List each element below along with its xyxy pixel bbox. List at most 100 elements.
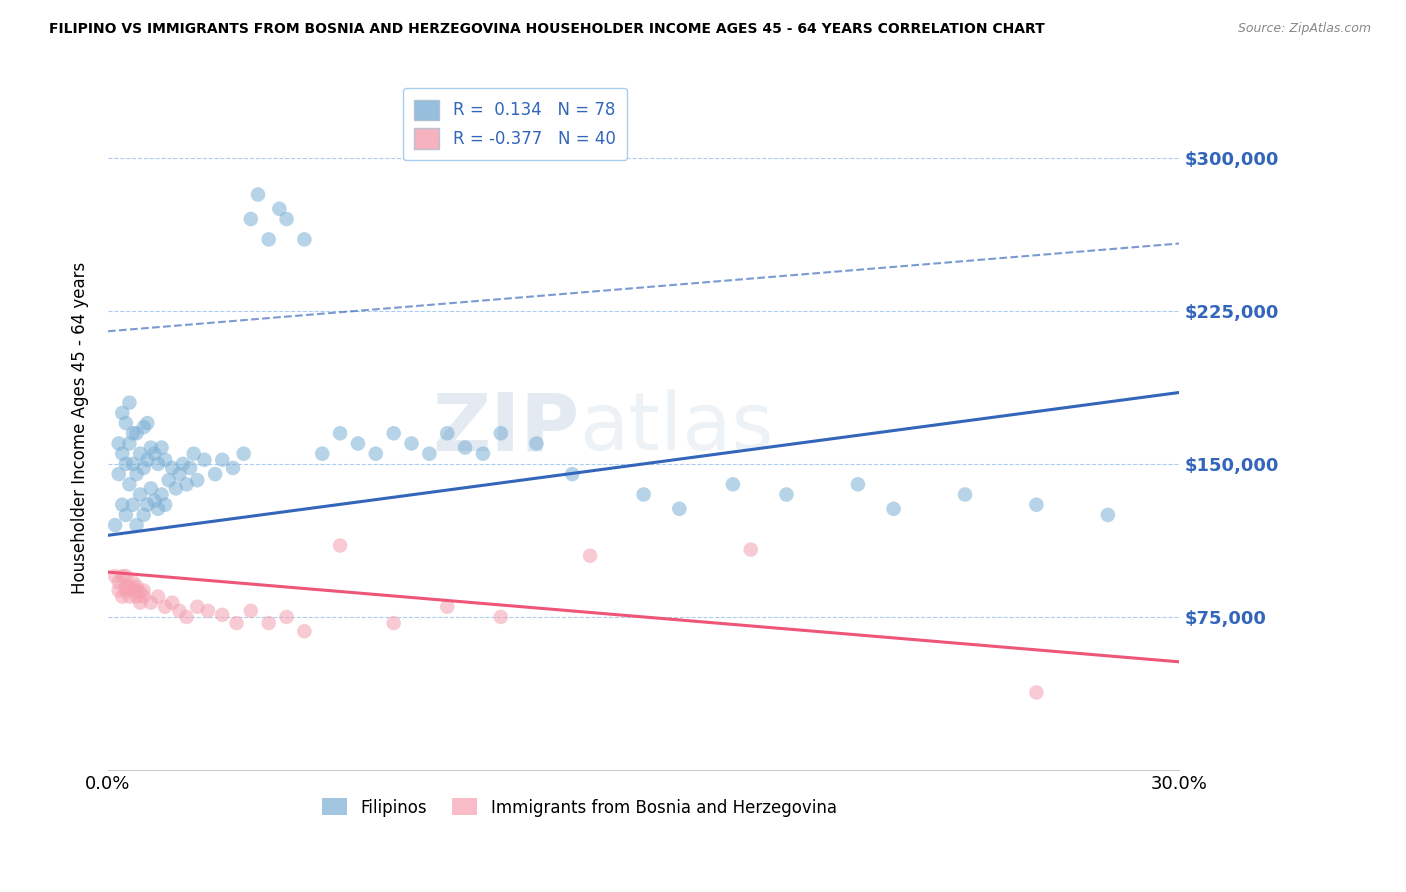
Legend: Filipinos, Immigrants from Bosnia and Herzegovina: Filipinos, Immigrants from Bosnia and He… <box>315 792 844 823</box>
Point <box>107 467 129 481</box>
Point <box>668 501 690 516</box>
Point <box>401 436 423 450</box>
Point <box>193 452 215 467</box>
Point <box>169 604 191 618</box>
Point <box>115 508 138 522</box>
Point <box>153 452 176 467</box>
Point <box>111 569 134 583</box>
Point <box>125 583 148 598</box>
Point <box>169 467 191 481</box>
Point <box>418 447 440 461</box>
Point <box>107 436 129 450</box>
Point <box>153 498 176 512</box>
Point <box>146 457 169 471</box>
Point <box>489 426 512 441</box>
Point <box>172 457 194 471</box>
Point <box>176 610 198 624</box>
Point <box>239 604 262 618</box>
Point <box>129 487 152 501</box>
Point <box>225 616 247 631</box>
Point <box>125 426 148 441</box>
Point <box>382 426 405 441</box>
Point <box>257 232 280 246</box>
Point <box>143 493 166 508</box>
Point <box>721 477 744 491</box>
Point <box>122 575 145 590</box>
Point <box>111 498 134 512</box>
Point <box>292 624 315 639</box>
Point <box>846 477 869 491</box>
Point <box>953 487 976 501</box>
Point <box>269 202 291 216</box>
Point <box>139 596 162 610</box>
Point <box>122 457 145 471</box>
Point <box>211 607 233 622</box>
Point <box>382 616 405 631</box>
Point <box>125 518 148 533</box>
Point <box>146 590 169 604</box>
Point <box>222 461 245 475</box>
Point <box>143 447 166 461</box>
Point <box>162 461 184 475</box>
Point <box>454 441 477 455</box>
Point <box>186 473 208 487</box>
Point <box>122 583 145 598</box>
Point <box>157 473 180 487</box>
Point <box>115 583 138 598</box>
Point <box>292 232 315 246</box>
Point <box>132 583 155 598</box>
Point <box>115 579 138 593</box>
Point <box>211 452 233 467</box>
Point <box>1025 498 1047 512</box>
Point <box>136 416 159 430</box>
Point <box>107 583 129 598</box>
Point <box>197 604 219 618</box>
Point <box>107 575 129 590</box>
Point <box>186 599 208 614</box>
Point <box>561 467 583 481</box>
Point <box>740 542 762 557</box>
Point <box>329 426 352 441</box>
Point <box>125 467 148 481</box>
Point <box>179 461 201 475</box>
Point <box>132 508 155 522</box>
Point <box>139 441 162 455</box>
Y-axis label: Householder Income Ages 45 - 64 years: Householder Income Ages 45 - 64 years <box>72 262 89 594</box>
Point <box>471 447 494 461</box>
Point <box>132 590 155 604</box>
Text: Source: ZipAtlas.com: Source: ZipAtlas.com <box>1237 22 1371 36</box>
Point <box>118 590 141 604</box>
Text: FILIPINO VS IMMIGRANTS FROM BOSNIA AND HERZEGOVINA HOUSEHOLDER INCOME AGES 45 - : FILIPINO VS IMMIGRANTS FROM BOSNIA AND H… <box>49 22 1045 37</box>
Point <box>633 487 655 501</box>
Point <box>329 539 352 553</box>
Point <box>136 452 159 467</box>
Point <box>232 447 254 461</box>
Point <box>104 518 127 533</box>
Point <box>111 590 134 604</box>
Point <box>489 610 512 624</box>
Point <box>150 487 173 501</box>
Point <box>526 436 548 450</box>
Point <box>364 447 387 461</box>
Point <box>115 416 138 430</box>
Point <box>125 579 148 593</box>
Point <box>276 212 298 227</box>
Point <box>132 461 155 475</box>
Text: atlas: atlas <box>579 389 773 467</box>
Point <box>239 212 262 227</box>
Point <box>153 599 176 614</box>
Point <box>1097 508 1119 522</box>
Point <box>125 590 148 604</box>
Point <box>246 187 269 202</box>
Point <box>436 426 458 441</box>
Point <box>104 569 127 583</box>
Point <box>122 498 145 512</box>
Point <box>883 501 905 516</box>
Point <box>132 420 155 434</box>
Point <box>139 482 162 496</box>
Point <box>118 477 141 491</box>
Point <box>115 457 138 471</box>
Point <box>136 498 159 512</box>
Point <box>111 406 134 420</box>
Point <box>204 467 226 481</box>
